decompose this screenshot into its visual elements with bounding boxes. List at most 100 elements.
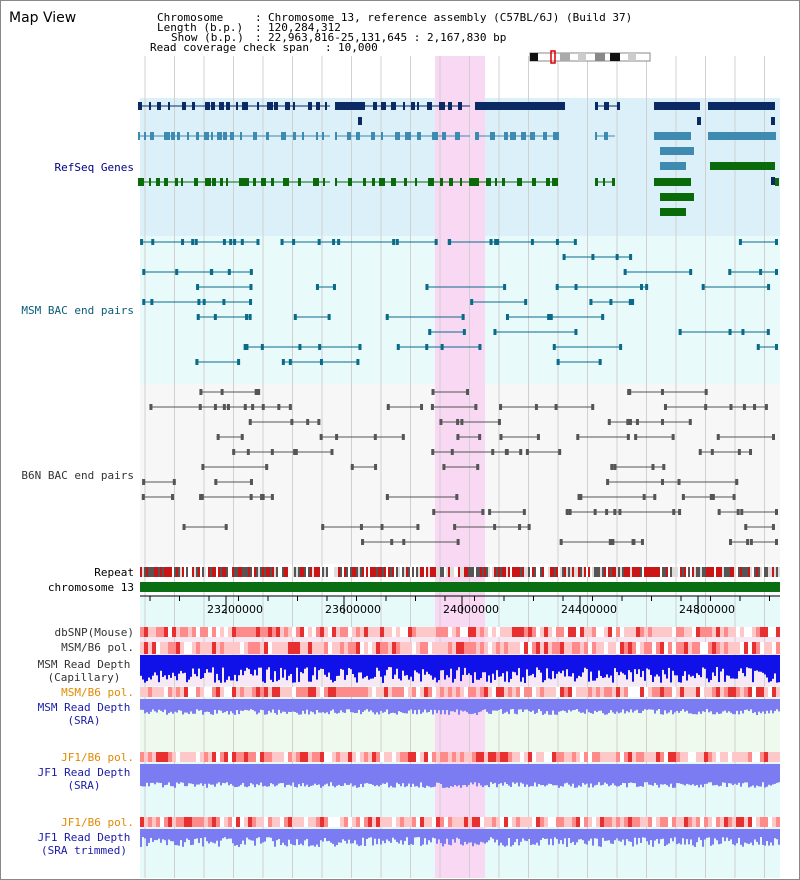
read-depth-bar bbox=[366, 829, 368, 840]
polymorphism-cell bbox=[680, 817, 684, 827]
polymorphism-cell bbox=[672, 687, 676, 697]
bac-end bbox=[547, 314, 551, 320]
read-depth-bar bbox=[328, 699, 330, 715]
polymorphism-cell bbox=[416, 752, 420, 762]
polymorphism-cell bbox=[372, 752, 376, 762]
polymorphism-cell bbox=[184, 817, 188, 827]
read-depth-bar bbox=[672, 829, 674, 842]
read-depth-bar bbox=[210, 699, 212, 715]
read-depth-bar bbox=[178, 655, 180, 674]
polymorphism-cell bbox=[568, 627, 572, 637]
read-depth-bar bbox=[448, 699, 450, 715]
gene-exon bbox=[223, 132, 227, 140]
read-depth-bar bbox=[694, 655, 696, 679]
read-depth-bar bbox=[322, 699, 324, 713]
read-depth-bar bbox=[450, 655, 452, 669]
read-depth-bar bbox=[318, 829, 320, 847]
track-label-b6n-bac[interactable]: B6N BAC end pairs bbox=[21, 469, 134, 482]
read-depth-bar bbox=[746, 764, 748, 783]
read-depth-bar bbox=[298, 829, 300, 845]
bac-end bbox=[775, 344, 778, 350]
read-depth-bar bbox=[640, 699, 642, 714]
polymorphism-cell bbox=[500, 752, 504, 762]
polymorphism-cell bbox=[224, 642, 228, 654]
read-depth-bar bbox=[518, 764, 520, 787]
read-depth-bar bbox=[650, 829, 652, 841]
bac-end bbox=[246, 449, 250, 455]
read-depth-bar bbox=[682, 764, 684, 785]
track-label-msm-bac[interactable]: MSM BAC end pairs bbox=[21, 304, 134, 317]
polymorphism-cell bbox=[684, 752, 688, 762]
read-depth-bar bbox=[672, 699, 674, 715]
repeat-bar bbox=[682, 567, 684, 577]
read-depth-bar bbox=[644, 699, 646, 710]
read-depth-bar bbox=[586, 829, 588, 845]
read-depth-bar bbox=[160, 699, 162, 711]
polymorphism-cell bbox=[488, 687, 492, 697]
read-depth-bar bbox=[186, 699, 188, 713]
polymorphism-cell bbox=[184, 627, 188, 637]
gene-exon bbox=[335, 102, 365, 110]
bac-end bbox=[171, 494, 175, 500]
read-depth-bar bbox=[330, 764, 332, 783]
polymorphism-cell bbox=[628, 642, 632, 654]
polymorphism-cell bbox=[400, 627, 404, 637]
polymorphism-cell bbox=[476, 627, 480, 637]
read-depth-bar bbox=[460, 764, 462, 788]
repeat-bar bbox=[738, 567, 740, 577]
bac-end bbox=[591, 404, 595, 410]
repeat-bar bbox=[754, 567, 756, 577]
track-label-refseq[interactable]: RefSeq Genes bbox=[54, 161, 134, 174]
read-depth-bar bbox=[638, 829, 640, 838]
gene-exon bbox=[157, 102, 161, 110]
repeat-bar bbox=[286, 567, 288, 577]
bac-end bbox=[478, 434, 482, 440]
polymorphism-cell bbox=[332, 752, 336, 762]
polymorphism-cell bbox=[648, 752, 652, 762]
polymorphism-cell bbox=[588, 752, 592, 762]
polymorphism-cell bbox=[756, 817, 760, 827]
repeat-bar bbox=[412, 567, 414, 577]
repeat-bar bbox=[518, 567, 520, 577]
gene-exon bbox=[149, 102, 151, 110]
repeat-bar bbox=[462, 567, 464, 577]
polymorphism-cell bbox=[148, 627, 152, 637]
read-depth-bar bbox=[142, 764, 144, 787]
read-depth-bar bbox=[528, 829, 530, 839]
read-depth-bar bbox=[400, 829, 402, 841]
gene-exon bbox=[313, 178, 319, 186]
read-depth-bar bbox=[488, 764, 490, 788]
gene-exon bbox=[440, 178, 443, 186]
polymorphism-cell bbox=[404, 642, 408, 654]
read-depth-bar bbox=[212, 764, 214, 785]
bac-end bbox=[261, 404, 265, 410]
read-depth-bar bbox=[200, 699, 202, 711]
read-depth-bar bbox=[368, 764, 370, 784]
read-depth-bar bbox=[366, 699, 368, 710]
read-depth-bar bbox=[238, 829, 240, 847]
bac-end bbox=[256, 239, 260, 245]
polymorphism-cell bbox=[588, 627, 592, 637]
read-depth-bar bbox=[728, 655, 730, 676]
read-depth-bar bbox=[180, 699, 182, 711]
polymorphism-cell bbox=[264, 752, 268, 762]
read-depth-bar bbox=[424, 699, 426, 710]
read-depth-bar bbox=[156, 764, 158, 783]
gene-exon bbox=[442, 132, 446, 140]
read-depth-bar bbox=[302, 699, 304, 711]
polymorphism-cell bbox=[776, 627, 780, 637]
polymorphism-cell bbox=[144, 687, 148, 697]
read-depth-bar bbox=[328, 829, 330, 841]
bac-end bbox=[573, 239, 577, 245]
read-depth-bar bbox=[224, 655, 226, 683]
polymorphism-cell bbox=[492, 752, 496, 762]
gene-exon bbox=[510, 132, 516, 140]
read-depth-bar bbox=[292, 699, 294, 712]
repeat-bar bbox=[474, 567, 476, 577]
read-depth-bar bbox=[230, 655, 232, 681]
bac-end bbox=[499, 434, 503, 440]
read-depth-bar bbox=[532, 764, 534, 787]
read-depth-bar bbox=[752, 655, 754, 683]
repeat-bar bbox=[516, 567, 518, 577]
